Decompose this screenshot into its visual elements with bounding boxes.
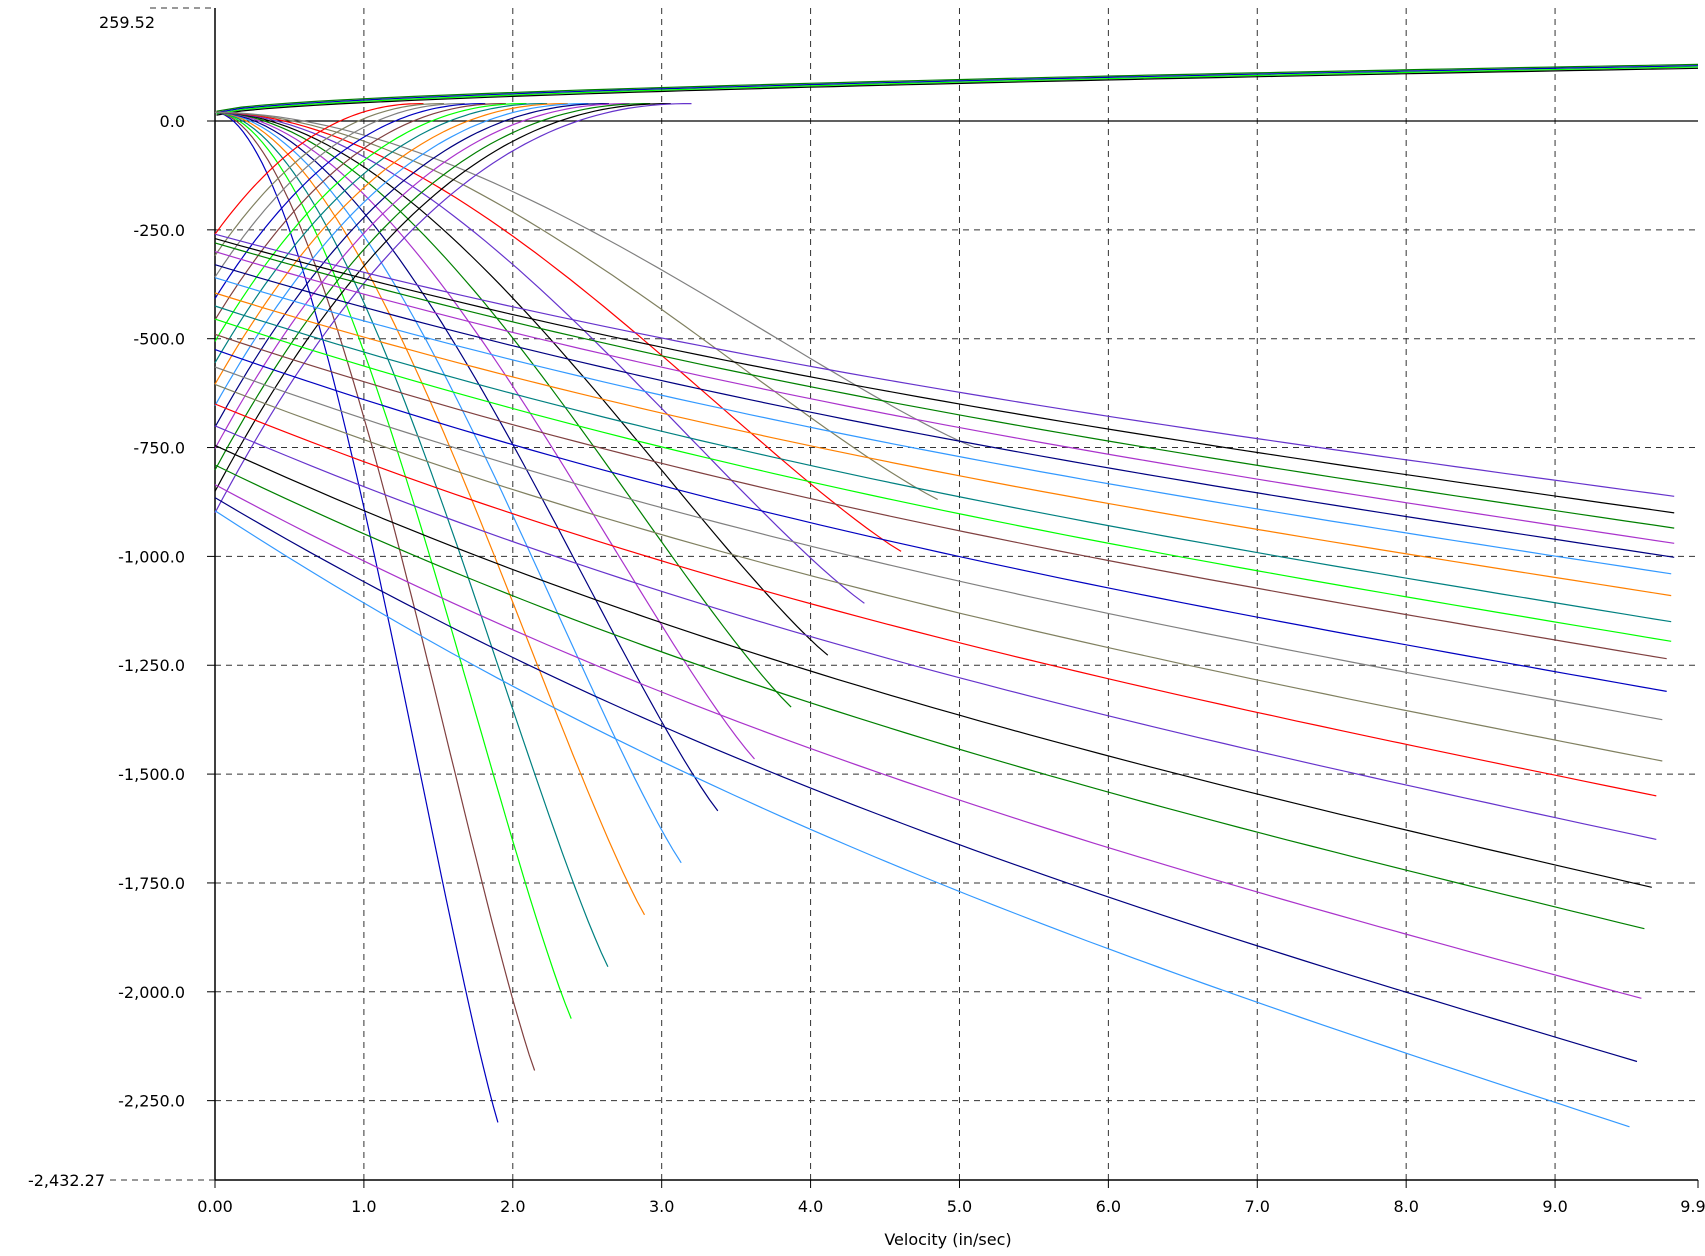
y-tick-label: -1,750.0 bbox=[118, 874, 185, 893]
x-tick-label: 2.0 bbox=[500, 1197, 525, 1216]
x-tick-label: 9.96 bbox=[1680, 1197, 1705, 1216]
series-line-descending bbox=[214, 242, 1675, 529]
series-line-rising bbox=[214, 103, 692, 514]
y-tick-label: -2,000.0 bbox=[118, 983, 185, 1002]
series-line-descending bbox=[214, 444, 1652, 888]
x-tick-label: 7.0 bbox=[1245, 1197, 1270, 1216]
series-line-upper bbox=[216, 63, 1699, 112]
series-line-descending bbox=[214, 251, 1675, 544]
tick-labels: 0.00 1.0 2.0 3.0 4.0 5.0 6.0 7.0 8.0 9.0 9.96 259.5… bbox=[28, 13, 1705, 1216]
y-tick-label: -1,000.0 bbox=[118, 547, 185, 566]
y-tick-label: 259.52 bbox=[99, 13, 155, 32]
series-line-descending bbox=[214, 333, 1667, 660]
series-line-rising bbox=[214, 103, 630, 449]
series-line-upper bbox=[216, 65, 1699, 114]
series-line-falling bbox=[214, 111, 572, 1019]
series-line-upper bbox=[216, 67, 1699, 116]
grid-lines bbox=[215, 8, 1698, 1180]
series-line-rising bbox=[214, 103, 589, 406]
y-tick-label: -2,250.0 bbox=[118, 1092, 185, 1111]
x-tick-label: 3.0 bbox=[649, 1197, 674, 1216]
series-line-descending bbox=[214, 233, 1675, 497]
series-line-falling bbox=[214, 111, 609, 967]
y-tick-label: -250.0 bbox=[133, 221, 185, 240]
y-tick-label: -1,250.0 bbox=[118, 656, 185, 675]
series-line-descending bbox=[214, 292, 1672, 597]
series-line-descending bbox=[214, 484, 1642, 999]
series-line-falling bbox=[214, 111, 902, 552]
series-line-descending bbox=[214, 238, 1675, 514]
series-line-rising bbox=[214, 103, 651, 471]
series-line-descending bbox=[214, 277, 1672, 575]
series-line-rising bbox=[214, 103, 486, 299]
series-line-descending bbox=[214, 403, 1657, 797]
y-tick-label: -2,432.27 bbox=[28, 1171, 105, 1190]
x-tick-label: 5.0 bbox=[947, 1197, 972, 1216]
x-tick-label: 1.0 bbox=[351, 1197, 376, 1216]
series-line-descending bbox=[214, 264, 1675, 558]
x-tick-label: 9.0 bbox=[1542, 1197, 1567, 1216]
series-lines bbox=[214, 63, 1699, 1128]
series-line-descending bbox=[214, 349, 1667, 692]
series-line-rising bbox=[214, 103, 424, 235]
series-line-falling bbox=[214, 111, 536, 1071]
series-line-falling bbox=[214, 111, 646, 916]
series-line-falling bbox=[214, 111, 499, 1123]
x-tick-label: 8.0 bbox=[1393, 1197, 1418, 1216]
axes bbox=[110, 7, 1699, 1188]
y-tick-label: -500.0 bbox=[133, 330, 185, 349]
series-line-descending bbox=[214, 305, 1672, 623]
series-line-rising bbox=[214, 103, 548, 364]
series-line-rising bbox=[214, 103, 609, 428]
y-tick-label: -750.0 bbox=[133, 439, 185, 458]
series-line-descending bbox=[214, 318, 1672, 642]
series-line-rising bbox=[214, 103, 445, 256]
series-line-falling bbox=[214, 111, 865, 604]
x-tick-label: 0.00 bbox=[197, 1197, 233, 1216]
series-line-descending bbox=[214, 383, 1663, 762]
series-line-falling bbox=[214, 111, 792, 708]
series-line-upper bbox=[216, 66, 1699, 115]
series-line-falling bbox=[214, 111, 719, 812]
series-line-rising bbox=[214, 103, 465, 278]
series-line-descending bbox=[214, 510, 1630, 1128]
series-line-rising bbox=[214, 103, 506, 321]
x-tick-label: 6.0 bbox=[1096, 1197, 1121, 1216]
series-line-falling bbox=[214, 111, 682, 864]
series-line-falling bbox=[214, 111, 755, 760]
x-axis-title: Velocity (in/sec) bbox=[884, 1230, 1011, 1249]
series-line-descending bbox=[214, 425, 1657, 840]
series-line-falling bbox=[214, 111, 829, 656]
series-line-rising bbox=[214, 103, 671, 492]
series-line-rising bbox=[214, 103, 568, 385]
y-tick-label: -1,500.0 bbox=[118, 765, 185, 784]
series-line-descending bbox=[214, 497, 1638, 1063]
y-tick-label: 0.0 bbox=[160, 112, 185, 131]
series-line-falling bbox=[214, 111, 938, 501]
x-tick-label: 4.0 bbox=[798, 1197, 823, 1216]
series-line-descending bbox=[214, 464, 1645, 930]
series-line-rising bbox=[214, 103, 527, 342]
series-line-descending bbox=[214, 366, 1663, 721]
